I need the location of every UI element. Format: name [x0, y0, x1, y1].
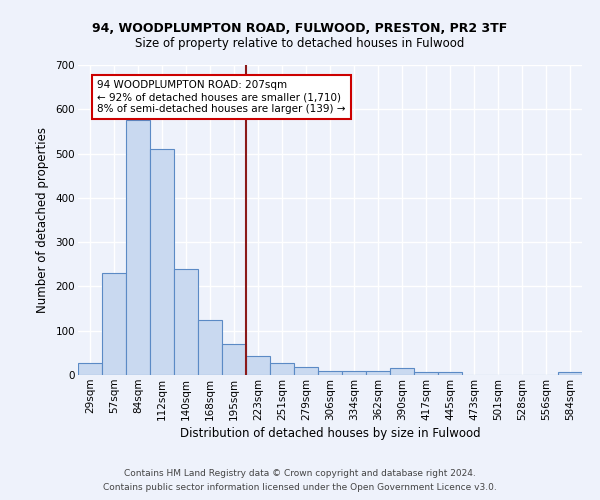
Bar: [558, 372, 582, 375]
Bar: [246, 356, 270, 375]
Bar: [174, 268, 198, 375]
Text: Size of property relative to detached houses in Fulwood: Size of property relative to detached ho…: [136, 38, 464, 51]
Bar: [102, 273, 126, 375]
Text: Contains HM Land Registry data © Crown copyright and database right 2024.: Contains HM Land Registry data © Crown c…: [124, 468, 476, 477]
Bar: [438, 372, 462, 375]
Bar: [78, 363, 102, 375]
Bar: [126, 120, 150, 375]
Bar: [390, 368, 414, 375]
Text: 94, WOODPLUMPTON ROAD, FULWOOD, PRESTON, PR2 3TF: 94, WOODPLUMPTON ROAD, FULWOOD, PRESTON,…: [92, 22, 508, 36]
Text: Contains public sector information licensed under the Open Government Licence v3: Contains public sector information licen…: [103, 484, 497, 492]
X-axis label: Distribution of detached houses by size in Fulwood: Distribution of detached houses by size …: [179, 427, 481, 440]
Bar: [294, 367, 318, 375]
Bar: [342, 370, 366, 375]
Bar: [366, 370, 390, 375]
Bar: [222, 344, 246, 375]
Bar: [318, 370, 342, 375]
Text: 94 WOODPLUMPTON ROAD: 207sqm
← 92% of detached houses are smaller (1,710)
8% of : 94 WOODPLUMPTON ROAD: 207sqm ← 92% of de…: [97, 80, 346, 114]
Bar: [150, 149, 174, 375]
Bar: [198, 320, 222, 375]
Bar: [414, 372, 438, 375]
Y-axis label: Number of detached properties: Number of detached properties: [35, 127, 49, 313]
Bar: [270, 363, 294, 375]
